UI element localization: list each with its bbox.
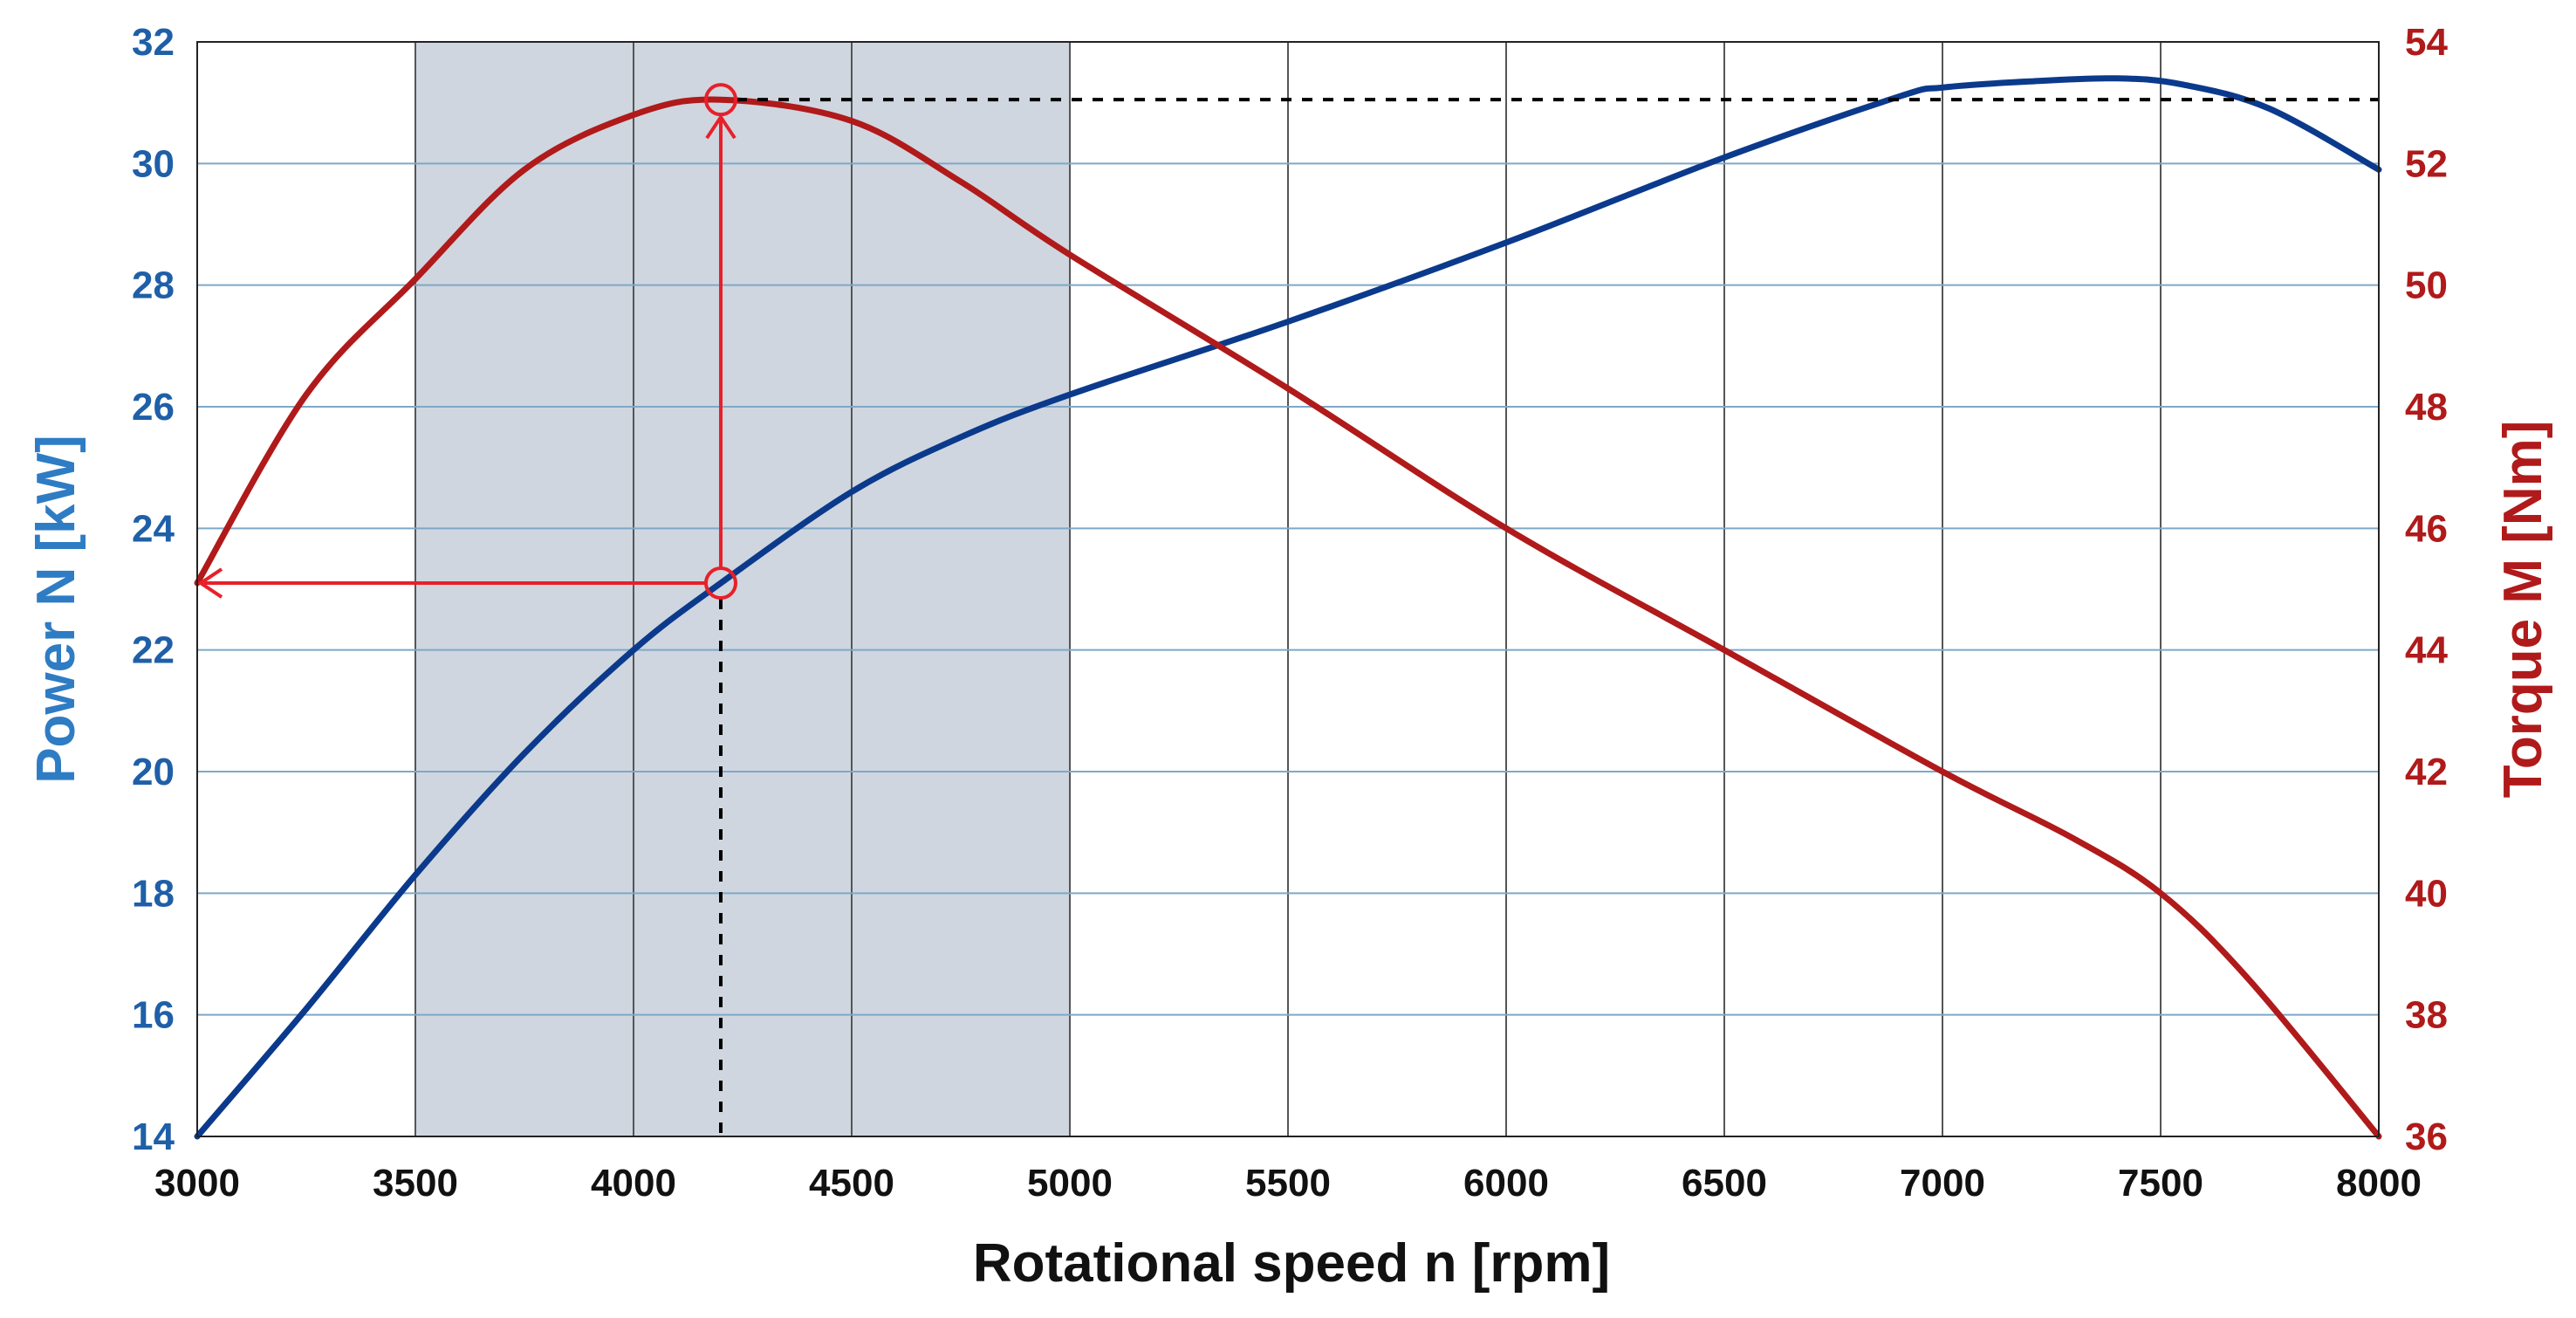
left-y-tick-label: 26 [132,386,175,429]
plot-frame [196,41,2380,1137]
x-tick-label: 6000 [1463,1162,1549,1205]
horizontal-arrow-head [197,567,223,599]
x-tick-labels: 3000 3500 4000 4500 5000 5500 6000 6500 7000 7500… [154,1162,2422,1205]
torque-m-line [194,96,2382,1140]
right-y-tick-label: 50 [2405,264,2448,307]
left-y-tick-label: 30 [132,142,175,185]
left-y-tick-label: 32 [132,21,175,64]
right-y-tick-label: 54 [2405,21,2448,64]
x-tick-label: 8000 [2336,1162,2422,1205]
right-y-tick-labels: 36 38 40 42 44 46 48 50 52 54 [2405,21,2448,1158]
x-tick-label: 6500 [1682,1162,1767,1205]
x-tick-label: 4000 [591,1162,676,1205]
x-tick-label: 3500 [373,1162,458,1205]
x-tick-label: 5000 [1027,1162,1113,1205]
right-y-tick-label: 42 [2405,751,2448,793]
vertical-arrow-head [705,113,736,140]
right-y-tick-label: 44 [2405,629,2448,672]
left-y-tick-label: 20 [132,751,175,793]
power-point-marker [704,566,737,601]
left-y-tick-label: 22 [132,629,175,672]
left-y-tick-label: 14 [132,1115,175,1158]
shaded-speed-range [415,42,1070,1136]
left-y-tick-label: 16 [132,994,175,1037]
vertical-gridlines [414,42,2162,1136]
right-y-axis-title: Torque M [Nm] [2493,421,2553,799]
right-y-tick-label: 36 [2405,1115,2448,1158]
annotation-layer [197,83,2379,1136]
left-y-tick-label: 24 [132,507,175,550]
x-tick-label: 7500 [2118,1162,2203,1205]
x-tick-label: 5500 [1245,1162,1331,1205]
right-y-tick-label: 52 [2405,142,2448,185]
x-tick-label: 4500 [809,1162,894,1205]
x-tick-label: 7000 [1900,1162,1985,1205]
left-y-tick-label: 28 [132,264,175,307]
power-n-line [194,75,2382,1140]
right-y-tick-label: 38 [2405,994,2448,1037]
right-y-tick-label: 48 [2405,386,2448,429]
right-y-tick-label: 46 [2405,507,2448,550]
right-y-tick-label: 40 [2405,872,2448,915]
max-torque-marker [704,83,737,117]
x-tick-label: 3000 [154,1162,240,1205]
horizontal-gridlines [197,162,2379,1016]
left-y-axis-title: Power N [kW] [26,435,86,784]
series-layer [194,75,2382,1140]
left-y-tick-label: 18 [132,872,175,915]
left-y-tick-labels: 14 16 18 20 22 24 26 28 30 32 [132,21,175,1158]
x-axis-title: Rotational speed n [rpm] [973,1233,1610,1294]
